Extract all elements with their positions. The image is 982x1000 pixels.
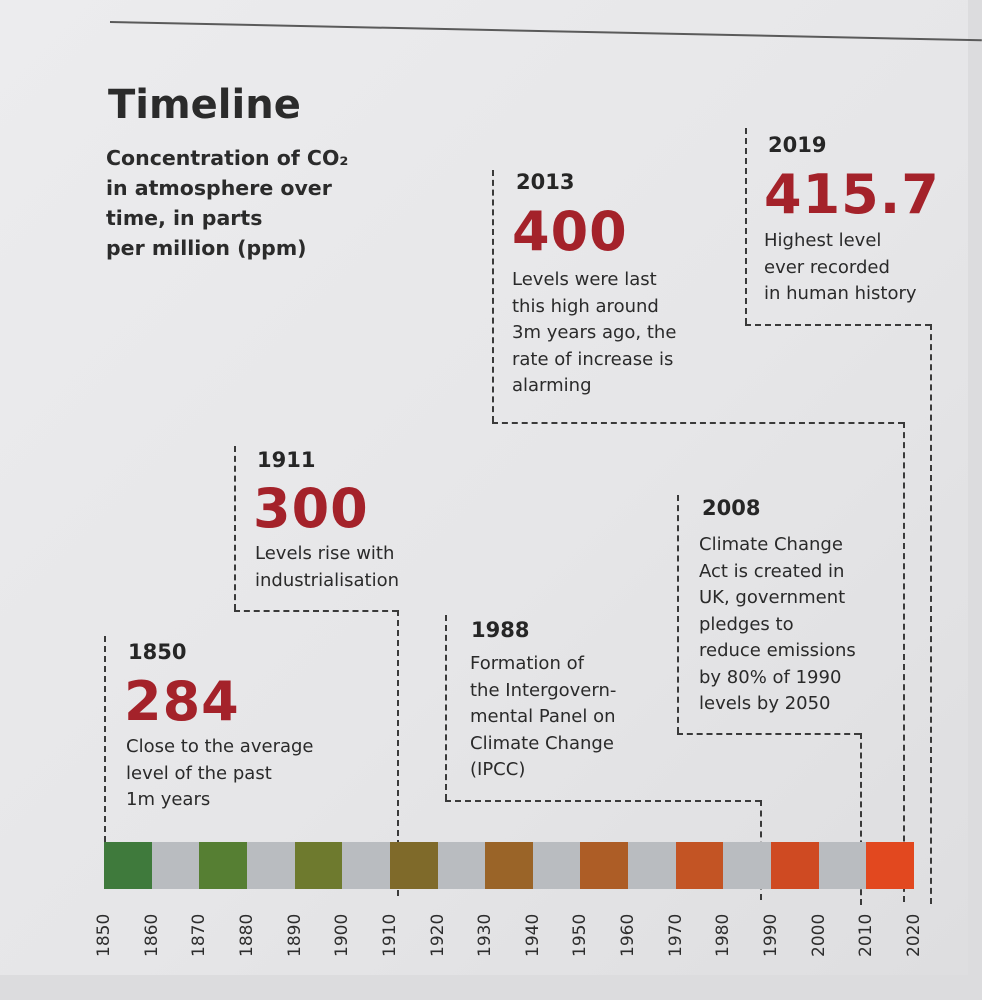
connector-2013-v2	[903, 422, 905, 902]
timeline-segment	[104, 842, 153, 889]
timeline-tick: 1910	[380, 905, 404, 965]
timeline-tick: 2020	[904, 905, 928, 965]
timeline-bar	[104, 842, 915, 889]
timeline-tick-label: 2000	[808, 913, 829, 957]
timeline-segment	[294, 842, 343, 889]
event-2019-description: Highest level ever recorded in human his…	[764, 230, 917, 304]
timeline-segment	[723, 842, 772, 889]
timeline-segment	[389, 842, 439, 889]
timeline-tick: 1920	[428, 905, 452, 965]
timeline-tick: 2000	[809, 905, 833, 965]
timeline-tick: 1950	[570, 905, 594, 965]
timeline-tick: 1960	[618, 905, 642, 965]
timeline-segment	[437, 842, 486, 889]
event-2008-year: 2008	[702, 496, 761, 520]
timeline-tick: 1880	[237, 905, 261, 965]
timeline-tick-label: 1890	[284, 913, 305, 957]
connector-1850-v	[104, 636, 106, 842]
timeline-tick-label: 1850	[94, 913, 114, 957]
connector-2013-v1	[492, 170, 494, 422]
top-rule	[109, 21, 982, 42]
connector-1911-v1	[234, 446, 236, 610]
timeline-tick-label: 2010	[856, 913, 877, 957]
connector-1988-h	[445, 800, 761, 802]
timeline-tick-label: 1980	[713, 913, 734, 957]
timeline-tick-label: 1930	[475, 913, 496, 957]
timeline-tick: 1940	[523, 905, 547, 965]
timeline-segment	[771, 842, 820, 889]
timeline-segment	[342, 842, 391, 889]
connector-2019-v1	[745, 128, 747, 324]
timeline-tick-label: 1970	[665, 913, 686, 957]
timeline-tick: 1870	[189, 905, 213, 965]
timeline-tick-label: 1960	[618, 913, 639, 957]
timeline-tick: 1850	[94, 905, 118, 965]
timeline-tick-label: 1940	[522, 913, 543, 957]
timeline-tick-label: 2020	[904, 913, 924, 957]
timeline-segment	[628, 842, 677, 889]
page-subtitle: Concentration of CO₂ in atmosphere over …	[106, 146, 349, 260]
timeline-tick: 1900	[332, 905, 356, 965]
timeline-tick: 1860	[142, 905, 166, 965]
event-1850-value: 284	[124, 670, 240, 733]
timeline-tick: 1930	[475, 905, 499, 965]
timeline-segment	[675, 842, 724, 889]
event-1988-description: Formation of the Intergovern- mental Pan…	[470, 653, 617, 780]
connector-2008-v2	[860, 733, 862, 905]
event-2013-description: Levels were last this high around 3m yea…	[512, 269, 677, 396]
event-1911-year: 1911	[257, 448, 316, 472]
timeline-segment	[818, 842, 867, 889]
connector-2019-v2	[930, 324, 932, 904]
timeline-tick-label: 1990	[761, 913, 782, 957]
connector-2008-h	[677, 733, 860, 735]
connector-2008-v1	[677, 495, 679, 733]
timeline-tick-label: 1910	[379, 913, 400, 957]
event-2013-year: 2013	[516, 170, 575, 194]
timeline-tick: 2010	[856, 905, 880, 965]
timeline-tick-label: 1920	[427, 913, 448, 957]
timeline-segment	[246, 842, 296, 889]
event-2019-value: 415.7	[764, 163, 940, 226]
connector-1988-v1	[445, 615, 447, 800]
event-2008-description: Climate Change Act is created in UK, gov…	[699, 534, 856, 714]
timeline-segment	[866, 842, 915, 889]
event-1988-year: 1988	[471, 618, 530, 642]
timeline-segment	[532, 842, 581, 889]
connector-2019-h	[745, 324, 931, 326]
event-2019-year: 2019	[768, 133, 827, 157]
timeline-tick-label: 1880	[236, 913, 257, 957]
timeline-segment	[151, 842, 200, 889]
timeline-tick-label: 1860	[141, 913, 162, 957]
event-2013-value: 400	[512, 200, 628, 263]
page-title: Timeline	[108, 82, 301, 128]
connector-1911-v2	[397, 610, 399, 896]
event-1911-value: 300	[253, 477, 369, 540]
timeline-segment	[580, 842, 629, 889]
connector-2013-h	[492, 422, 904, 424]
timeline-tick-label: 1870	[189, 913, 210, 957]
timeline-tick-label: 1950	[570, 913, 591, 957]
event-1850-year: 1850	[128, 640, 187, 664]
event-1850-description: Close to the average level of the past 1…	[126, 736, 314, 810]
event-1911-description: Levels rise with industrialisation	[255, 543, 399, 591]
timeline-page: Timeline Concentration of CO₂ in atmosph…	[0, 0, 982, 975]
timeline-tick: 1990	[761, 905, 785, 965]
connector-1911-h	[234, 610, 398, 612]
timeline-tick: 1890	[285, 905, 309, 965]
timeline-segment	[199, 842, 248, 889]
timeline-tick: 1970	[666, 905, 690, 965]
timeline-tick-label: 1900	[332, 913, 353, 957]
timeline-segment	[485, 842, 534, 889]
timeline-tick: 1980	[713, 905, 737, 965]
